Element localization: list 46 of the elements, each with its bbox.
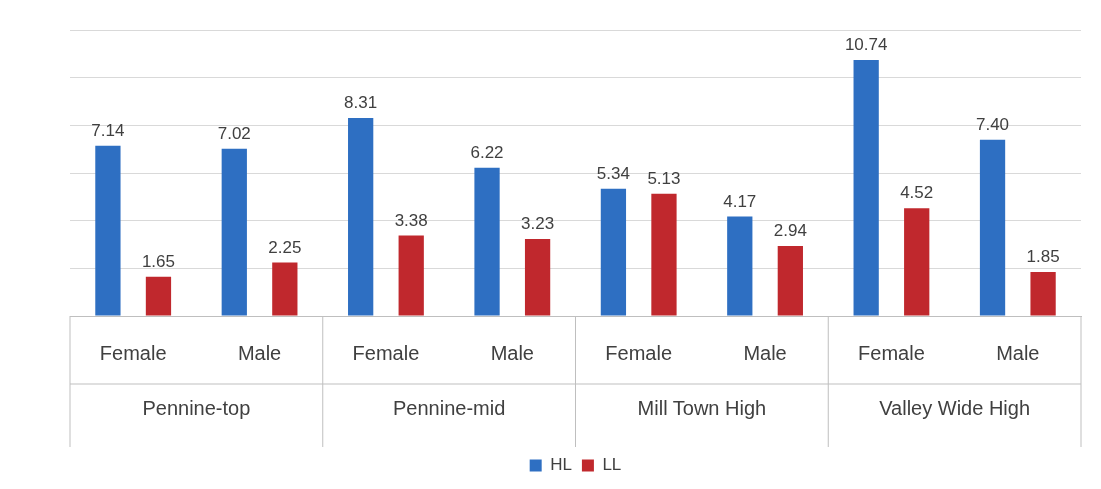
bar (777, 245, 803, 316)
data-label: 3.23 (521, 214, 555, 234)
x-tick-label: Female (352, 341, 420, 364)
bar (853, 60, 879, 316)
data-label: 6.22 (470, 142, 504, 162)
bar (348, 117, 374, 316)
bar (474, 167, 500, 316)
data-label: 5.13 (647, 168, 681, 188)
bar (145, 276, 172, 316)
bar (1030, 271, 1056, 316)
bar (904, 208, 930, 316)
bar (95, 145, 121, 316)
bar (221, 148, 247, 316)
x-tick-label: Female (605, 341, 673, 364)
data-label: 1.85 (1026, 247, 1060, 267)
data-label: 2.25 (268, 237, 302, 257)
x-tick-label: Female (858, 341, 925, 364)
data-label: 1.65 (141, 251, 176, 271)
x-tick-label: Male (490, 341, 534, 364)
legend-label: HL (550, 455, 572, 475)
x-tick-label: Male (996, 341, 1040, 364)
data-label: 7.14 (91, 121, 125, 141)
bar (600, 188, 627, 316)
bar (398, 235, 424, 316)
x-tick-label: Male (237, 341, 282, 364)
bar (651, 193, 677, 316)
data-label: 2.94 (773, 221, 807, 241)
legend-label: LL (602, 455, 622, 475)
data-label: 10.74 (844, 35, 888, 55)
data-label: 4.17 (723, 191, 757, 211)
data-label: 5.34 (596, 163, 630, 183)
bar (727, 216, 753, 316)
x-tick-label: Male (743, 341, 787, 364)
bar (524, 239, 551, 316)
data-label: 7.02 (217, 123, 251, 143)
bar (979, 139, 1006, 316)
data-label: 7.40 (975, 114, 1010, 134)
text: Pennine-top (142, 396, 251, 419)
data-label: 8.31 (344, 93, 378, 113)
x-tick-label: Female (99, 341, 167, 364)
text: Valley Wide High (879, 396, 1031, 419)
bar (272, 262, 298, 316)
text: Pennine-mid (392, 396, 506, 419)
data-label: 4.52 (900, 183, 934, 203)
text: Mill Town High (637, 396, 767, 419)
data-label: 3.38 (394, 210, 428, 230)
